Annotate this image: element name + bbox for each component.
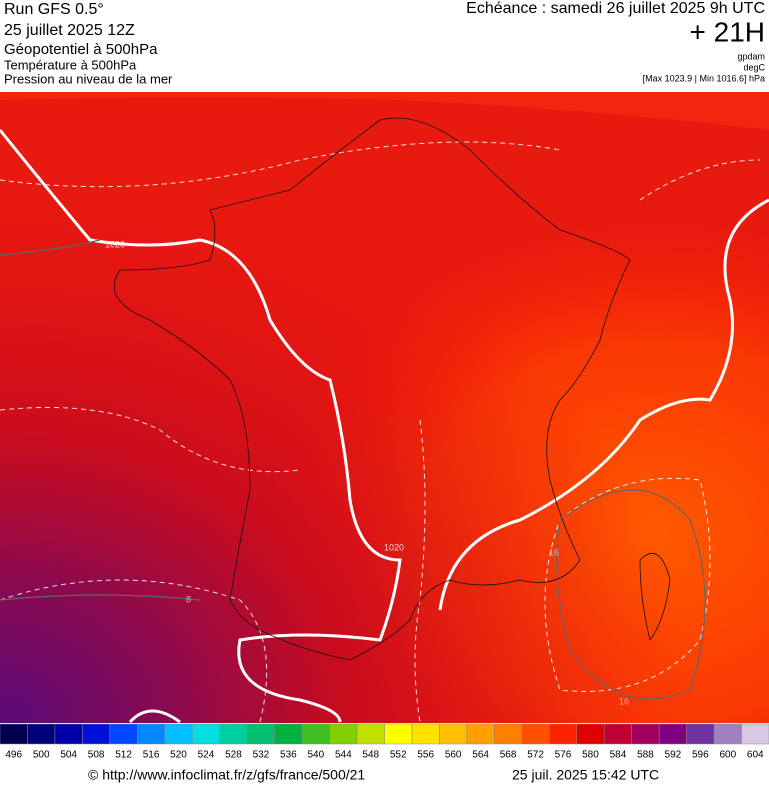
colorbar-cell — [439, 723, 468, 745]
colorbar-cell — [109, 723, 138, 745]
colorbar-cell — [356, 723, 385, 745]
contour-label: 16 — [619, 696, 629, 706]
colorbar-cell — [466, 723, 495, 745]
colorbar-label: 496 — [5, 750, 22, 761]
colorbar: 496 500 504 508 512 516 520 524 528 532 536 540 544 5… — [0, 723, 769, 761]
colorbar-cell — [576, 723, 605, 745]
colorbar-label: 576 — [555, 750, 572, 761]
colorbar-cell — [549, 723, 577, 745]
colorbar-cell — [219, 723, 248, 745]
colorbar-cell — [54, 723, 83, 745]
colorbar-label: 584 — [610, 750, 627, 761]
run-date: 25 juillet 2025 12Z — [4, 22, 135, 39]
colorbar-label: 564 — [472, 750, 489, 761]
unit: degC — [743, 62, 765, 72]
colorbar-cell — [82, 723, 111, 745]
range: [Max 1023.9 | Min 1016.6] hPa — [643, 73, 765, 83]
subtitle: Température à 500hPa — [4, 57, 137, 72]
colorbar-label: 552 — [390, 750, 407, 761]
colorbar-label: 548 — [362, 750, 379, 761]
colorbar-label: 580 — [582, 750, 599, 761]
subtitle: Pression au niveau de la mer — [4, 71, 173, 86]
colorbar-cell — [521, 723, 550, 745]
colorbar-label: 524 — [198, 750, 215, 761]
source-url: © http://www.infoclimat.fr/z/gfs/france/… — [88, 767, 365, 783]
colorbar-cell — [0, 723, 28, 745]
colorbar-cell — [27, 723, 56, 745]
colorbar-cell — [384, 723, 413, 745]
timestamp: 25 juil. 2025 15:42 UTC — [512, 767, 659, 783]
colorbar-cell — [301, 723, 330, 745]
colorbar-label: 536 — [280, 750, 297, 761]
colorbar-cell — [631, 723, 660, 745]
colorbar-label: 544 — [335, 750, 352, 761]
colorbar-cell — [329, 723, 358, 745]
colorbar-label: 520 — [170, 750, 187, 761]
colorbar-cell — [137, 723, 166, 745]
contour-label: 8 — [186, 594, 191, 604]
colorbar-label: 516 — [143, 750, 160, 761]
colorbar-label: 596 — [692, 750, 709, 761]
colorbar-label: 532 — [253, 750, 270, 761]
colorbar-label: 512 — [115, 750, 132, 761]
contour-label: 16 — [549, 547, 559, 557]
echeance: Echéance : samedi 26 juillet 2025 9h UTC — [466, 0, 765, 17]
colorbar-label: 592 — [665, 750, 682, 761]
colorbar-cell — [411, 723, 440, 745]
contour-label: 1020 — [105, 239, 125, 249]
contour-label: 1020 — [384, 542, 404, 552]
run: Run GFS 0.5° — [4, 1, 104, 18]
colorbar-label: 572 — [527, 750, 544, 761]
colorbar-cell — [686, 723, 715, 745]
colorbar-label: 504 — [60, 750, 77, 761]
colorbar-cell — [192, 723, 220, 745]
colorbar-cell — [658, 723, 687, 745]
colorbar-label: 540 — [307, 750, 324, 761]
colorbar-label: 508 — [88, 750, 105, 761]
colorbar-label: 568 — [500, 750, 517, 761]
colorbar-cell — [246, 723, 275, 745]
colorbar-label: 500 — [33, 750, 50, 761]
colorbar-cell — [741, 723, 769, 745]
colorbar-label: 528 — [225, 750, 242, 761]
map — [0, 92, 769, 724]
colorbar-label: 556 — [417, 750, 434, 761]
colorbar-cell — [713, 723, 742, 745]
unit: gpdam — [737, 51, 765, 61]
colorbar-label: 604 — [747, 750, 764, 761]
colorbar-label: 588 — [637, 750, 654, 761]
colorbar-label: 600 — [719, 750, 736, 761]
colorbar-cell — [494, 723, 523, 745]
title: Géopotentiel à 500hPa — [4, 41, 158, 58]
colorbar-label: 560 — [445, 750, 462, 761]
lead-time: + 21H — [690, 16, 766, 47]
colorbar-cell — [274, 723, 303, 745]
colorbar-cell — [603, 723, 632, 745]
colorbar-cell — [164, 723, 193, 745]
